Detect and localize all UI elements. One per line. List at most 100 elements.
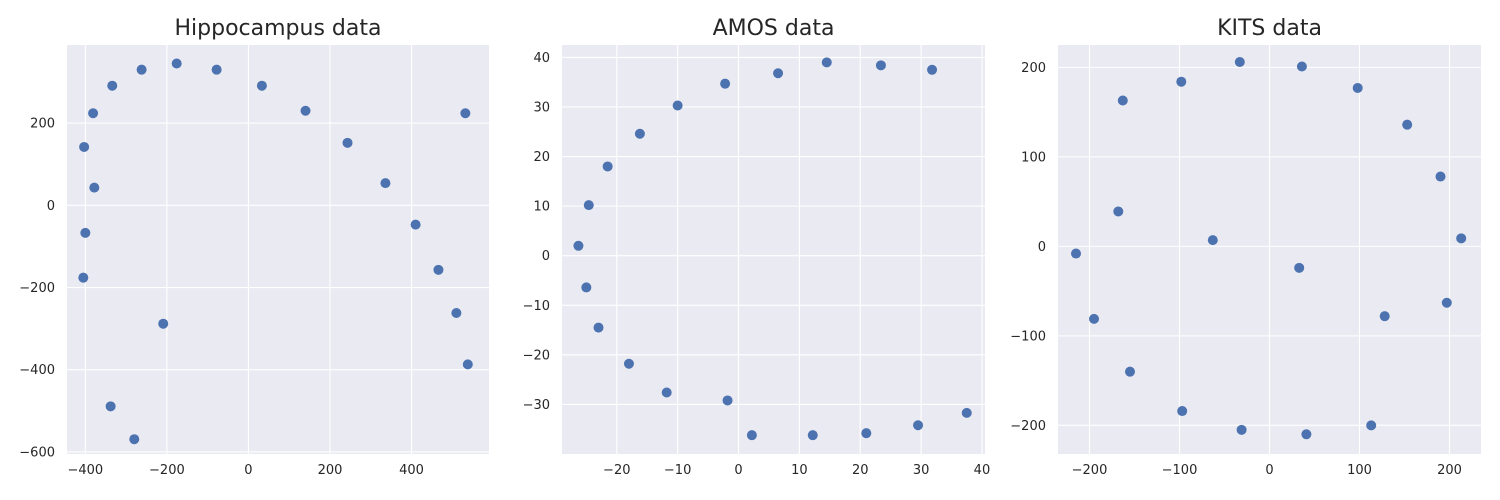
hippocampus-data-point (79, 141, 90, 152)
hippocampus-data-point (158, 318, 169, 329)
hippocampus-data-y-tick-label: 200 (30, 117, 55, 132)
kits-data-point (1236, 424, 1247, 435)
amos-data-point (927, 64, 938, 75)
hippocampus-data-x-tick-label: 0 (244, 463, 252, 478)
hippocampus-data-y-tick-label: −600 (19, 445, 55, 460)
amos-data-plot-area (562, 45, 985, 454)
hippocampus-data-point (88, 108, 99, 119)
hippocampus-data-point (105, 401, 116, 412)
amos-data-point (821, 57, 832, 68)
amos-data-point (672, 100, 683, 111)
amos-data-x-tick-label: 10 (791, 463, 808, 478)
kits-data-point (1402, 119, 1413, 130)
hippocampus-data-point (460, 108, 471, 119)
amos-data-point (661, 387, 672, 398)
amos-data-y-tick-label: −10 (523, 299, 550, 314)
kits-data-point (1177, 406, 1188, 417)
amos-data-y-tick-label: 30 (533, 100, 550, 115)
kits-data-point (1296, 61, 1307, 72)
hippocampus-data-x-tick-label: −400 (67, 463, 103, 478)
hippocampus-data-point (256, 80, 267, 91)
kits-data-point (1207, 235, 1218, 246)
amos-data-point (875, 60, 886, 71)
kits-data-point (1113, 206, 1124, 217)
kits-data-point (1379, 311, 1390, 322)
kits-data-point (1117, 95, 1128, 106)
kits-data-x-tick-label: 200 (1437, 463, 1462, 478)
hippocampus-data-x-tick-label: 200 (318, 463, 343, 478)
amos-data-point (861, 428, 872, 439)
hippocampus-data-point (78, 272, 89, 283)
amos-data-point (623, 358, 634, 369)
hippocampus-data-point (136, 64, 147, 75)
kits-data-point (1441, 297, 1452, 308)
hippocampus-data-point (380, 178, 391, 189)
kits-data-point (1071, 248, 1081, 259)
amos-data-x-tick-label: 20 (852, 463, 869, 478)
hippocampus-data-point (462, 359, 473, 370)
hippocampus-data-title: Hippocampus data (175, 16, 382, 41)
amos-data-title: AMOS data (713, 16, 835, 41)
hippocampus-data-point (89, 182, 100, 193)
hippocampus-data-point (433, 264, 444, 275)
amos-data-y-tick-label: −30 (523, 398, 550, 413)
amos-data-x-tick-label: 0 (734, 463, 742, 478)
hippocampus-data-x-tick-label: 400 (399, 463, 424, 478)
amos-data-point (720, 78, 731, 89)
hippocampus-data-point (80, 227, 91, 238)
amos-data-y-tick-label: −20 (523, 348, 550, 363)
amos-data-y-tick-label: 10 (533, 200, 550, 215)
hippocampus-data-point (211, 64, 222, 75)
kits-data-y-tick-label: 100 (1021, 150, 1046, 165)
amos-data-point (913, 420, 924, 431)
kits-data-y-tick-label: 200 (1021, 61, 1046, 76)
hippocampus-data-point (171, 58, 182, 69)
subplot-kits: −200 −100 0 100 200 −200 −100 0 100 200 KITS data (1010, 16, 1481, 478)
amos-data-y-tick-label: 40 (533, 51, 550, 66)
amos-data-point (583, 200, 594, 211)
hippocampus-data-point (300, 105, 311, 116)
amos-data-y-tick-label: 0 (542, 249, 550, 264)
amos-data-point (746, 430, 757, 441)
subplot-amos: −20 −10 0 10 20 30 40 −30 −20 −10 0 10 20 30 40 AMOS da… (523, 16, 991, 478)
hippocampus-data-plot-area (67, 45, 489, 454)
hippocampus-data-point (107, 80, 118, 91)
amos-data-x-tick-label: −20 (603, 463, 630, 478)
kits-data-point (1089, 313, 1099, 324)
amos-data-x-tick-label: 30 (913, 463, 930, 478)
hippocampus-data-point (410, 219, 421, 230)
hippocampus-data-point (129, 434, 140, 445)
kits-data-point (1125, 366, 1135, 377)
kits-data-point (1366, 420, 1377, 431)
kits-data-x-tick-label: 100 (1347, 463, 1372, 478)
hippocampus-data-y-tick-label: −400 (19, 363, 55, 378)
kits-data-point (1301, 429, 1312, 440)
amos-data-point (773, 68, 784, 79)
amos-data-x-tick-label: −10 (664, 463, 691, 478)
kits-data-y-tick-label: −200 (1010, 419, 1046, 434)
kits-data-point (1234, 57, 1245, 68)
amos-data-point (581, 282, 592, 293)
kits-data-point (1435, 171, 1446, 182)
kits-data-y-tick-label: 0 (1038, 240, 1046, 255)
amos-data-point (593, 322, 604, 333)
kits-data-x-tick-label: −100 (1162, 463, 1198, 478)
kits-data-point (1456, 233, 1467, 244)
kits-data-y-tick-label: −100 (1010, 329, 1046, 344)
kits-data-x-tick-label: 0 (1265, 463, 1273, 478)
hippocampus-data-x-tick-label: −200 (149, 463, 185, 478)
kits-data-point (1294, 262, 1305, 273)
kits-data-point (1352, 82, 1363, 93)
amos-data-point (634, 128, 645, 139)
subplot-hippocampus: −400 −200 0 200 400 −600 −400 −200 0 200 Hippocamp… (19, 16, 489, 478)
amos-data-y-tick-label: 20 (533, 150, 550, 165)
amos-data-x-tick-label: 40 (974, 463, 991, 478)
amos-data-point (602, 161, 613, 172)
amos-data-point (807, 430, 818, 441)
amos-data-point (573, 240, 584, 251)
hippocampus-data-y-tick-label: 0 (47, 199, 55, 214)
hippocampus-data-y-tick-label: −200 (19, 281, 55, 296)
kits-data-point (1176, 76, 1187, 87)
amos-data-point (961, 407, 972, 418)
